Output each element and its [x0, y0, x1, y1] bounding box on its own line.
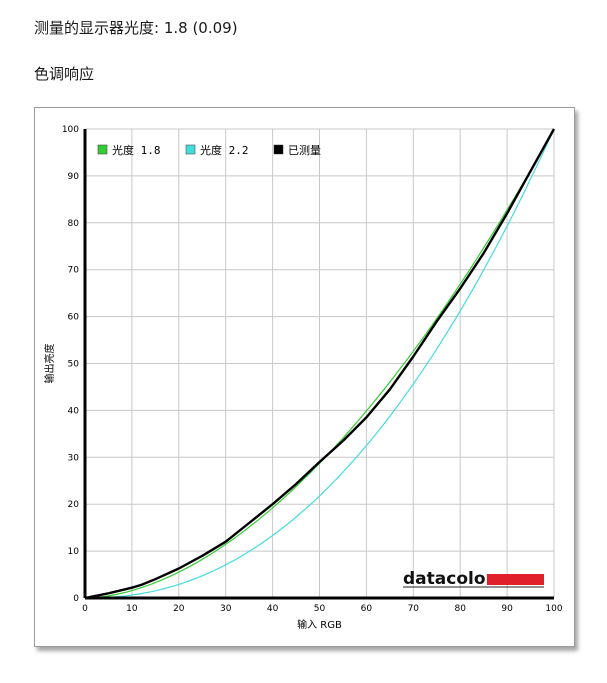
- measured-gamma-text: 测量的显示器光度: 1.8 (0.09): [34, 19, 238, 37]
- y-tick-label: 100: [62, 125, 79, 135]
- y-tick-label: 10: [68, 547, 80, 557]
- y-tick-label: 40: [68, 406, 80, 416]
- y-tick-label: 30: [68, 453, 80, 463]
- y-tick-label: 60: [68, 313, 80, 323]
- x-tick-label: 80: [454, 604, 466, 614]
- x-tick-label: 90: [501, 604, 513, 614]
- x-axis-label: 输入 RGB: [297, 618, 342, 631]
- series-lines: [84, 128, 556, 600]
- x-tick-label: 30: [220, 604, 232, 614]
- legend: 光度 1.8 光度 2.2 已测量: [97, 143, 321, 157]
- axes: [83, 129, 554, 600]
- logo-red-bar: [487, 574, 544, 585]
- x-tick-label: 60: [361, 604, 373, 614]
- chart-panel: 0 10 20 30 40 50 60 70 80 90 100 0 10 20 30 40 50 60 70 80…: [34, 107, 575, 647]
- datacolor-logo: datacolor: [403, 569, 544, 589]
- series-line-gamma-2-2: [85, 128, 555, 599]
- y-axis-label: 输出亮度: [43, 344, 56, 384]
- section-title: 色调响应: [34, 65, 95, 83]
- legend-swatch-measured: [273, 144, 284, 155]
- x-tick-label: 70: [408, 604, 420, 614]
- y-tick-label: 80: [68, 219, 80, 229]
- y-tick-label: 0: [73, 594, 79, 604]
- x-tick-label: 40: [267, 604, 279, 614]
- legend-swatch-gamma-2-2: [185, 144, 196, 155]
- y-tick-label: 70: [68, 266, 80, 276]
- logo-text: datacolor: [403, 569, 495, 589]
- legend-label-measured: 已测量: [288, 144, 321, 157]
- y-tick-label: 90: [68, 172, 80, 182]
- x-tick-label: 100: [545, 604, 562, 614]
- y-tick-labels: 0 10 20 30 40 50 60 70 80 90 100: [62, 125, 79, 604]
- y-tick-label: 20: [68, 500, 80, 510]
- x-tick-label: 0: [82, 604, 88, 614]
- legend-label-gamma-2-2: 光度 2.2: [200, 143, 249, 157]
- legend-label-gamma-1-8: 光度 1.8: [112, 143, 161, 157]
- x-tick-labels: 0 10 20 30 40 50 60 70 80 90 100: [82, 604, 563, 614]
- x-tick-label: 10: [126, 604, 138, 614]
- legend-swatch-gamma-1-8: [97, 144, 108, 155]
- series-line-measured: [84, 128, 556, 600]
- x-tick-label: 20: [173, 604, 185, 614]
- tone-response-chart: 0 10 20 30 40 50 60 70 80 90 100 0 10 20 30 40 50 60 70 80…: [43, 125, 563, 631]
- grid-lines: [85, 128, 555, 598]
- x-tick-label: 50: [314, 604, 326, 614]
- y-tick-label: 50: [68, 360, 80, 370]
